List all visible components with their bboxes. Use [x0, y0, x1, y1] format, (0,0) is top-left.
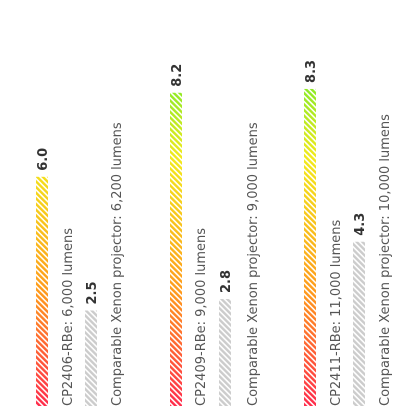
category-label-1: Comparable Xenon projector: 6,200 lumens — [110, 122, 125, 406]
category-label-4: CP2411-RBe: 11,000 lumens — [329, 219, 344, 406]
bar-comparable-1 — [85, 310, 97, 406]
value-label-4: 8.3 — [304, 60, 319, 83]
category-label-2: CP2409-RBe: 9,000 lumens — [194, 228, 209, 406]
category-label-0: CP2406-RBe: 6,000 lumens — [61, 228, 76, 406]
value-label-1: 2.5 — [85, 281, 100, 304]
bar-cp-4 — [304, 88, 316, 406]
bar-cp-2 — [170, 92, 182, 406]
value-label-2: 8.2 — [170, 64, 185, 87]
value-label-5: 4.3 — [353, 213, 368, 236]
category-label-5: Comparable Xenon projector: 10,000 lumen… — [378, 114, 393, 406]
category-label-3: Comparable Xenon projector: 9,000 lumens — [246, 122, 261, 406]
chart-marks: 6.0 CP2406-RBe: 6,000 lumens 2.5 Comparable… — [36, 60, 393, 406]
value-label-3: 2.8 — [219, 270, 234, 293]
bar-comparable-5 — [353, 241, 365, 406]
bar-cp-0 — [36, 176, 48, 406]
value-label-0: 6.0 — [36, 148, 51, 171]
bar-comparable-3 — [219, 299, 231, 406]
